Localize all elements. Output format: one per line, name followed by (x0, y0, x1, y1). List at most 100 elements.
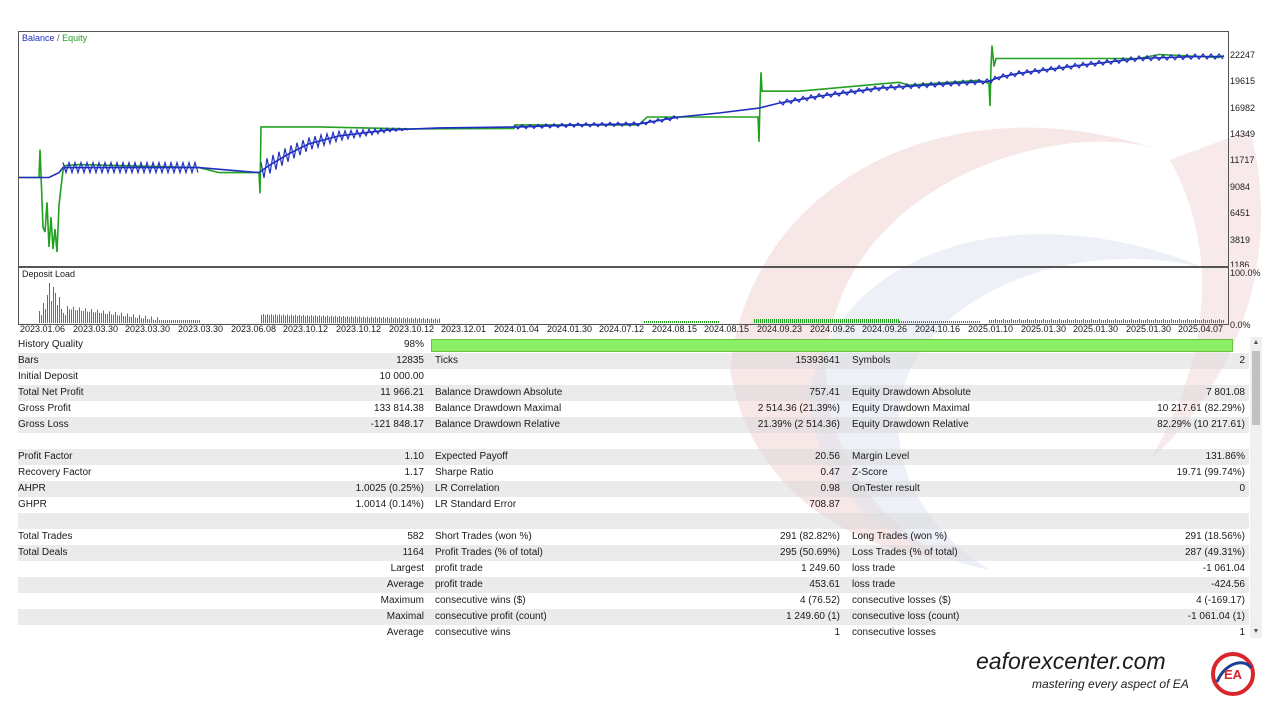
load-bar (383, 317, 384, 323)
report-label: profit trade (435, 579, 483, 590)
report-label: AHPR (18, 483, 46, 494)
report-value: 19.71 (99.74%) (1176, 467, 1245, 478)
load-bar (1009, 320, 1010, 323)
load-bar (105, 313, 106, 323)
load-bar (1197, 320, 1198, 323)
load-bar (674, 321, 675, 323)
load-bar (371, 316, 372, 323)
brand-logo-text: EA (1224, 667, 1243, 682)
report-label: Bars (18, 355, 39, 366)
load-bar (814, 319, 815, 323)
load-bar (377, 317, 378, 323)
load-bar (177, 320, 178, 323)
balance-oscillation (260, 127, 409, 179)
load-bar (696, 321, 697, 323)
load-bar (1193, 320, 1194, 323)
load-bar (1003, 319, 1004, 323)
load-bar (121, 312, 122, 323)
scroll-thumb[interactable] (1252, 351, 1260, 425)
y-axis-label: 1186 (1230, 261, 1250, 267)
date-label: 2024.08.15 (652, 324, 698, 334)
load-bar (658, 321, 659, 323)
load-bar (407, 317, 408, 323)
load-bar (323, 315, 324, 323)
load-bar (892, 319, 893, 323)
deposit-load-label: Deposit Load (22, 269, 76, 279)
report-label: Short Trades (won %) (435, 531, 532, 542)
load-bar (1115, 319, 1116, 323)
load-bar (832, 319, 833, 323)
load-axis-label: 100.0% (1230, 268, 1261, 278)
load-bar (1113, 320, 1114, 323)
load-bar (760, 319, 761, 323)
report-label: Gross Loss (18, 419, 69, 430)
report-value: 0.47 (820, 467, 840, 478)
load-bar (277, 315, 278, 323)
date-label: 2025.01.30 (1073, 324, 1119, 334)
load-bar (299, 314, 300, 323)
load-bar (47, 295, 48, 323)
report-label: consecutive wins ($) (435, 595, 526, 606)
load-bar (882, 319, 883, 323)
load-bar (361, 317, 362, 323)
load-bar (917, 321, 918, 323)
date-label: 2024.09.26 (862, 324, 908, 334)
date-label: 2025.01.30 (1126, 324, 1172, 334)
report-label: Long Trades (won %) (852, 531, 948, 542)
date-label: 2024.01.04 (494, 324, 540, 334)
load-bar (95, 312, 96, 323)
scroll-down-arrow-icon[interactable]: ▼ (1252, 628, 1260, 635)
date-label: 2025.01.30 (1021, 324, 1067, 334)
load-bar (890, 319, 891, 323)
load-bar (129, 316, 130, 323)
load-bar (403, 317, 404, 323)
load-bar (1075, 319, 1076, 323)
load-bar (1181, 320, 1182, 323)
deposit-load-panel: Deposit Load (18, 266, 1229, 325)
load-bar (778, 319, 779, 323)
report-label: Gross Profit (18, 403, 71, 414)
load-bar (913, 321, 914, 323)
load-bar (818, 319, 819, 323)
load-bar (754, 319, 755, 323)
load-bar (423, 318, 424, 323)
scroll-up-arrow-icon[interactable]: ▲ (1252, 339, 1260, 346)
load-bar (690, 321, 691, 323)
load-bar (710, 321, 711, 323)
load-bar (145, 315, 146, 323)
report-row: Average consecutive wins 1 consecutive loss… (18, 625, 1249, 638)
date-label: 2023.03.30 (73, 324, 119, 334)
load-bar (894, 319, 895, 323)
report-label: Expected Payoff (435, 451, 508, 462)
load-bar (125, 316, 126, 323)
load-bar (321, 316, 322, 323)
date-label: 2024.01.30 (547, 324, 593, 334)
load-bar (1163, 319, 1164, 323)
report-value: 7 801.08 (1206, 387, 1245, 398)
load-bar (866, 319, 867, 323)
legend-separator: / (57, 33, 60, 43)
load-bar (1169, 320, 1170, 323)
load-bar (931, 321, 932, 323)
load-bar (1089, 320, 1090, 323)
report-row: Total Deals 1164 Profit Trades (% of total… (18, 545, 1249, 561)
load-bar (1139, 319, 1140, 323)
report-label: consecutive losses (852, 627, 936, 638)
report-scrollbar[interactable]: ▲ ▼ (1250, 337, 1262, 638)
load-bar (782, 319, 783, 323)
load-bar (1211, 319, 1212, 323)
report-value: 1.17 (404, 467, 424, 478)
load-bar (97, 309, 98, 323)
load-bar (864, 319, 865, 323)
load-bar (1213, 320, 1214, 323)
report-value: 10 217.61 (82.29%) (1157, 403, 1245, 414)
load-bar (1191, 320, 1192, 323)
load-bar (1031, 320, 1032, 323)
load-bar (848, 319, 849, 323)
load-bar (772, 319, 773, 323)
load-bar (955, 321, 956, 323)
load-bar (1111, 320, 1112, 323)
load-bar (933, 321, 934, 323)
load-bar (391, 317, 392, 323)
load-bar (854, 319, 855, 323)
